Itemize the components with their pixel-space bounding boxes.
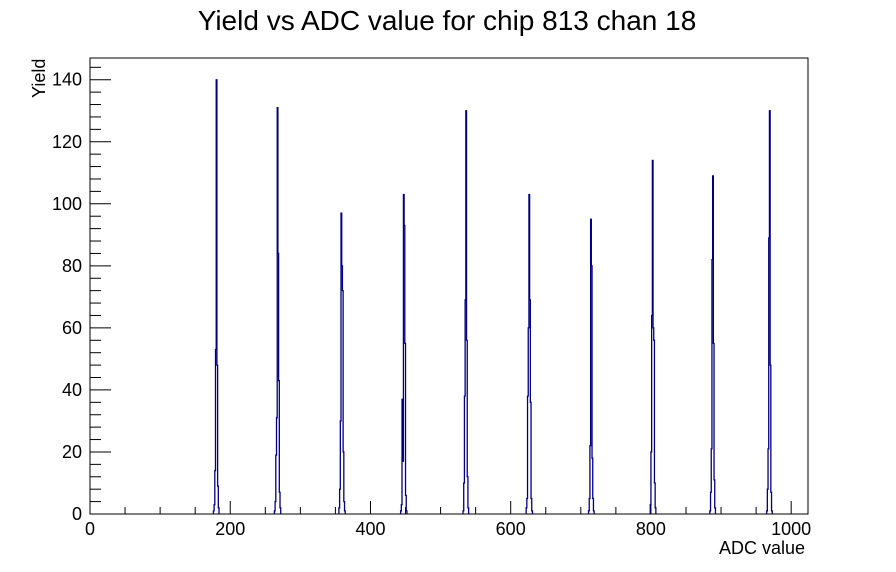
histogram-peak: [709, 175, 717, 514]
histogram-peak: [462, 110, 470, 514]
chart-title: Yield vs ADC value for chip 813 chan 18: [198, 5, 697, 36]
y-tick-label: 20: [62, 442, 82, 462]
histogram-peak: [649, 159, 657, 514]
y-tick-label: 60: [62, 318, 82, 338]
histogram-peak: [399, 193, 408, 514]
x-tick-label: 200: [215, 519, 245, 539]
x-tick-label: 400: [355, 519, 385, 539]
y-tick-label: 40: [62, 380, 82, 400]
histogram-peak: [338, 212, 346, 514]
x-tick-label: 1000: [771, 519, 811, 539]
histogram-peak: [765, 110, 773, 514]
x-axis-ticks: 0 200 400 600 800 1000: [85, 501, 811, 539]
histogram-series: [212, 79, 773, 514]
plot-frame: [89, 57, 809, 515]
y-tick-label: 120: [52, 132, 82, 152]
x-tick-label: 600: [496, 519, 526, 539]
x-tick-label: 0: [85, 519, 95, 539]
histogram-peak: [273, 106, 282, 514]
y-tick-label: 0: [72, 504, 82, 524]
y-tick-label: 80: [62, 256, 82, 276]
y-axis-ticks: 0 20 40 60 80 100 120 140: [52, 66, 111, 524]
x-tick-label: 800: [636, 519, 666, 539]
histogram-peak: [587, 218, 595, 514]
y-axis-label: Yield: [29, 59, 49, 98]
x-axis-label: ADC value: [719, 538, 805, 558]
y-tick-label: 100: [52, 194, 82, 214]
histogram-peak: [212, 79, 220, 514]
histogram-peak: [525, 193, 534, 514]
y-tick-label: 140: [52, 70, 82, 90]
